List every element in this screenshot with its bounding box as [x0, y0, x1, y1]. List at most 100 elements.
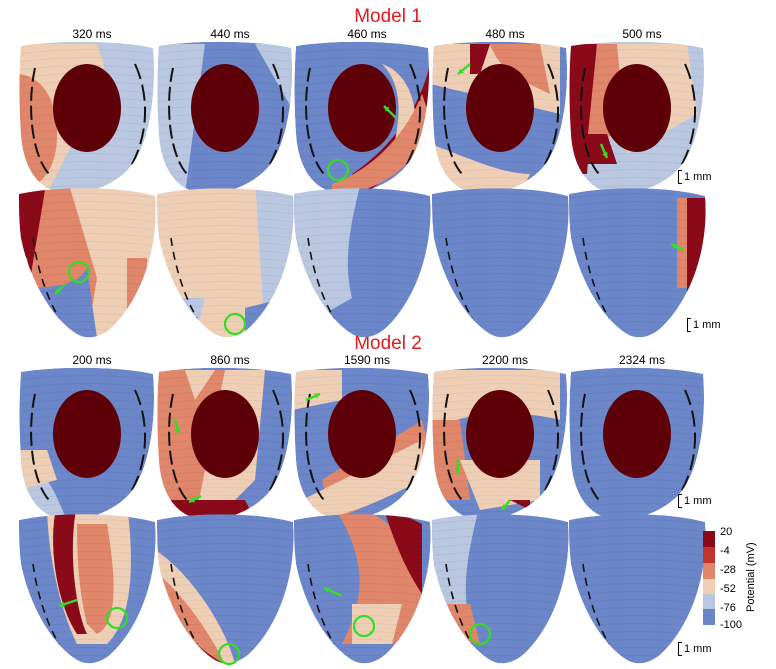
arrow-head: [502, 504, 508, 510]
tissue: [569, 514, 706, 664]
fiber-line: [543, 389, 560, 493]
heart-panel: [19, 188, 156, 338]
focus-circle: [105, 606, 129, 630]
fiber-line: [268, 63, 285, 167]
arrow-head: [384, 106, 390, 112]
colorbar-tick-label: 20: [720, 526, 733, 538]
focus-circle: [468, 622, 492, 646]
fiber-line: [170, 237, 198, 319]
fiber-line: [543, 63, 560, 167]
time-label: 860 ms: [210, 353, 250, 367]
colorbar-tick-label: -28: [720, 564, 736, 576]
fiber-line: [130, 389, 147, 493]
fiber-line: [30, 393, 50, 501]
heart-panel: [432, 188, 569, 338]
arrow-head: [458, 68, 464, 74]
fiber-line: [445, 237, 473, 319]
potential-region: [332, 94, 430, 194]
fiber-line: [680, 63, 697, 167]
fiber-line: [130, 63, 147, 167]
fiber-line: [268, 389, 285, 493]
potential-region: [157, 44, 205, 194]
potential-region: [302, 440, 422, 520]
fiber-line: [582, 237, 610, 319]
heart-panel: [19, 514, 156, 664]
heart-panel: [569, 367, 705, 520]
scale-bar: 1 mm: [678, 494, 712, 508]
arrow-head: [174, 428, 181, 434]
heart-panel: [294, 188, 431, 338]
fiber-line: [32, 563, 60, 645]
fiber-line: [30, 67, 50, 175]
fiber-line: [445, 563, 473, 645]
fiber-line: [580, 393, 600, 501]
colorbar-tick-label: -100: [720, 619, 743, 631]
fiber-line: [307, 237, 335, 319]
cavity: [603, 390, 671, 478]
scale-bar: 1 mm: [687, 318, 721, 332]
potential-region: [53, 514, 87, 634]
colorbar-band: [703, 579, 715, 594]
potential-colorbar: [703, 531, 715, 625]
cavity: [53, 390, 121, 478]
potential-region: [677, 198, 687, 288]
cavity: [466, 64, 534, 152]
arrow-head: [59, 601, 65, 608]
fiber-line: [582, 563, 610, 645]
heart-panel: [432, 367, 568, 520]
potential-region: [569, 134, 617, 164]
time-label: 200 ms: [72, 353, 112, 367]
fiber-line: [305, 67, 325, 175]
potential-region: [255, 44, 293, 114]
potential-region: [460, 460, 540, 510]
heart-panel: [294, 41, 430, 194]
potential-region: [490, 44, 550, 94]
heart-panel: [569, 188, 706, 338]
potential-region: [382, 514, 422, 594]
fiber-line: [405, 389, 422, 493]
time-label: 440 ms: [210, 27, 250, 41]
potential-region: [19, 188, 47, 298]
scale-bar: 1 mm: [678, 642, 712, 656]
colorbar-band: [703, 563, 715, 579]
colorbar-title: Potential (mV): [745, 542, 757, 612]
focus-circle: [67, 260, 91, 284]
heart-panel: [19, 367, 155, 520]
potential-region: [352, 604, 402, 644]
cavity: [328, 390, 396, 478]
potential-region: [157, 544, 235, 664]
arrow-head: [671, 243, 677, 249]
arrow-head: [455, 468, 461, 474]
focus-circle: [217, 642, 241, 666]
heart-panel: [157, 41, 293, 194]
heart-panel: [294, 514, 431, 664]
heart-panel: [569, 514, 706, 664]
tissue: [432, 188, 569, 338]
cavity: [328, 64, 396, 152]
cavity: [191, 64, 259, 152]
time-label: 320 ms: [72, 27, 112, 41]
time-label: 500 ms: [622, 27, 662, 41]
potential-region: [77, 524, 114, 634]
fiber-line: [168, 67, 188, 175]
heart-panel: [157, 367, 293, 520]
heart-panel: [157, 188, 294, 338]
time-label: 460 ms: [347, 27, 387, 41]
potential-region: [470, 44, 490, 74]
heart-panel: [157, 514, 294, 666]
focus-circle: [326, 158, 350, 182]
cavity: [53, 64, 121, 152]
cavity: [191, 390, 259, 478]
fiber-line: [307, 563, 335, 645]
model1-title: Model 1: [354, 6, 422, 27]
focus-circle: [223, 312, 247, 336]
fiber-line: [170, 563, 198, 645]
heart-panel: [19, 41, 155, 194]
arrow-head: [324, 587, 330, 593]
tissue: [569, 188, 706, 338]
focus-circle: [352, 614, 376, 638]
arrow-head: [55, 288, 61, 294]
fiber-line: [443, 393, 463, 501]
fiber-line: [443, 67, 463, 175]
heart-panel: [294, 367, 430, 520]
